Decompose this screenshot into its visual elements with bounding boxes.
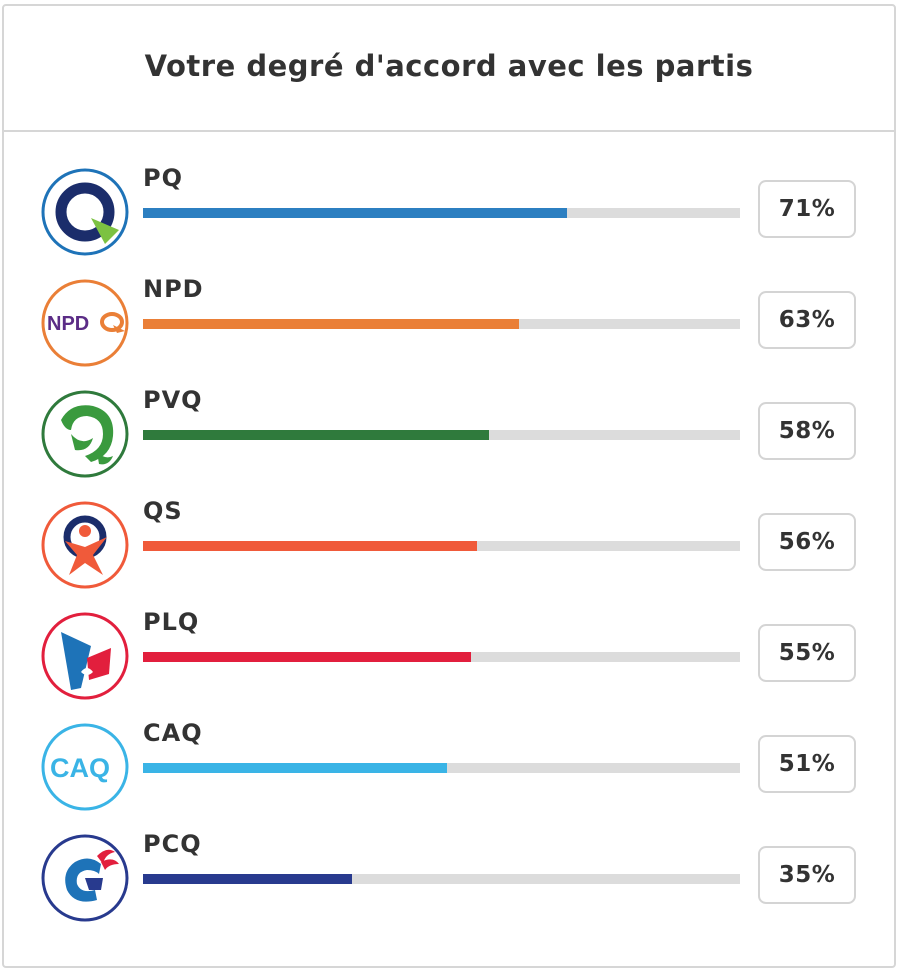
- party-name: PQ: [143, 164, 183, 192]
- npd-logo-icon: NPD: [41, 279, 129, 367]
- agreement-bar-fill: [143, 763, 448, 773]
- agreement-bar-fill: [143, 541, 478, 551]
- agreement-bar-fill: [143, 208, 567, 218]
- agreement-score: 58%: [758, 402, 856, 460]
- agreement-bar-fill: [143, 874, 352, 884]
- agreement-score: 35%: [758, 846, 856, 904]
- caq-logo-icon: CAQ: [41, 723, 129, 811]
- caq-logo-text: CAQ: [50, 753, 110, 783]
- agreement-score: 55%: [758, 624, 856, 682]
- party-row-caq[interactable]: CAQ CAQ 51%: [0, 719, 900, 823]
- agreement-bar-track: [143, 319, 740, 329]
- npd-logo-text: NPD: [47, 313, 89, 335]
- party-name: QS: [143, 497, 183, 525]
- party-row-pvq[interactable]: PVQ 58%: [0, 386, 900, 490]
- card-title: Votre degré d'accord avec les partis: [144, 49, 754, 83]
- pvq-logo-icon: [41, 390, 129, 478]
- agreement-bar-track: [143, 874, 740, 884]
- party-row-pq[interactable]: PQ 71%: [0, 164, 900, 268]
- party-name: CAQ: [143, 719, 203, 747]
- card-header: Votre degré d'accord avec les partis: [4, 6, 894, 132]
- agreement-score: 56%: [758, 513, 856, 571]
- party-name: PCQ: [143, 830, 202, 858]
- pq-logo-icon: [41, 168, 129, 256]
- agreement-bar-track: [143, 652, 740, 662]
- party-row-plq[interactable]: PLQ 55%: [0, 608, 900, 712]
- plq-logo-icon: [41, 612, 129, 700]
- agreement-bar-fill: [143, 430, 490, 440]
- agreement-bar-track: [143, 208, 740, 218]
- party-name: PLQ: [143, 608, 200, 636]
- party-agreement-card: Votre degré d'accord avec les partis: [2, 4, 896, 968]
- party-row-pcq[interactable]: PCQ 35%: [0, 830, 900, 934]
- pcq-logo-icon: [41, 834, 129, 922]
- agreement-bar-track: [143, 763, 740, 773]
- agreement-score: 63%: [758, 291, 856, 349]
- agreement-score: 71%: [758, 180, 856, 238]
- agreement-bar-fill: [143, 652, 472, 662]
- party-row-npd[interactable]: NPD NPD 63%: [0, 275, 900, 379]
- agreement-bar-track: [143, 430, 740, 440]
- party-name: PVQ: [143, 386, 203, 414]
- party-name: NPD: [143, 275, 204, 303]
- party-row-qs[interactable]: QS 56%: [0, 497, 900, 601]
- agreement-score: 51%: [758, 735, 856, 793]
- agreement-bar-fill: [143, 319, 520, 329]
- agreement-bar-track: [143, 541, 740, 551]
- qs-logo-icon: [41, 501, 129, 589]
